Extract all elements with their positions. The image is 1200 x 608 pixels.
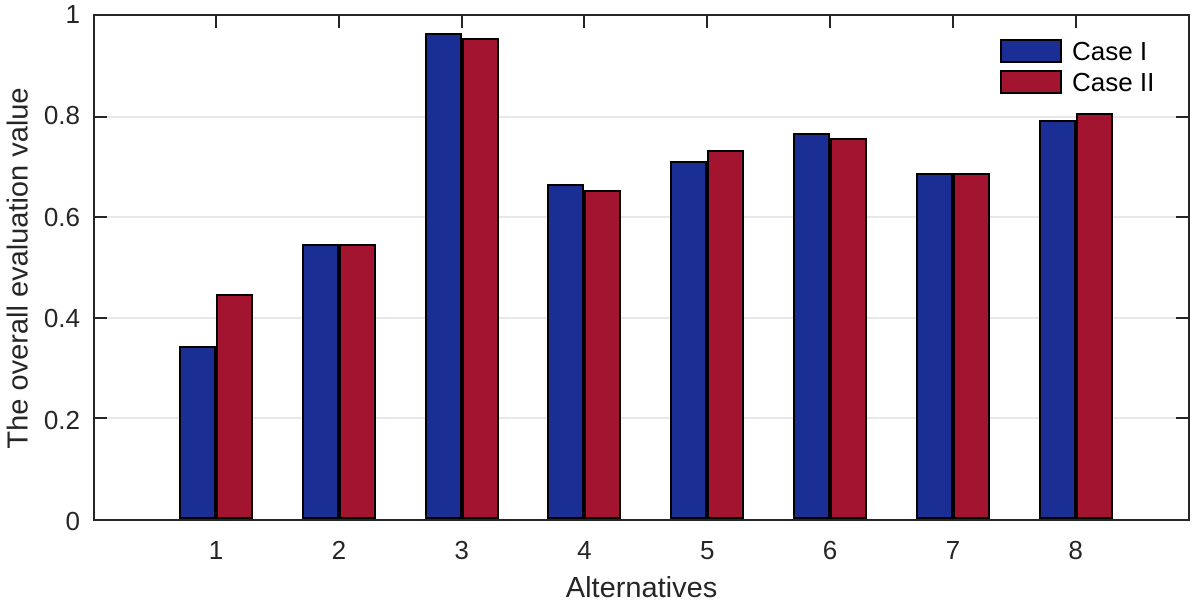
x-tick-top-8 bbox=[1074, 16, 1077, 28]
bar-case-ii-alt5 bbox=[707, 150, 745, 519]
y-tick-label-1: 1 bbox=[65, 0, 80, 29]
y-tick-left-0.2 bbox=[95, 417, 107, 420]
x-tick-top-5 bbox=[706, 16, 709, 28]
y-tick-left-0.4 bbox=[95, 316, 107, 319]
x-tick-top-4 bbox=[583, 16, 586, 28]
y-tick-label-0.4: 0.4 bbox=[43, 303, 80, 334]
x-tick-label-4: 4 bbox=[577, 535, 592, 565]
gridline-y-0.6 bbox=[95, 216, 1188, 219]
bar-case-ii-alt1 bbox=[216, 294, 253, 519]
y-tick-label-0: 0 bbox=[65, 506, 80, 536]
x-tick-top-3 bbox=[460, 16, 463, 28]
gridline-y-0.4 bbox=[95, 316, 1188, 319]
bar-case-ii-alt6 bbox=[830, 138, 867, 519]
x-tick-label-8: 8 bbox=[1068, 535, 1083, 565]
y-tick-label-0.8: 0.8 bbox=[43, 100, 80, 131]
legend-label-case-i: Case I bbox=[1072, 36, 1148, 66]
x-tick-label-5: 5 bbox=[699, 535, 715, 565]
x-tick-top-7 bbox=[951, 16, 954, 28]
y-tick-label-0.6: 0.6 bbox=[43, 201, 80, 232]
bar-case-i-alt7 bbox=[915, 173, 953, 519]
x-tick-top-1 bbox=[215, 16, 217, 28]
y-tick-label-0.2: 0.2 bbox=[43, 404, 80, 435]
bar-case-ii-alt3 bbox=[461, 38, 499, 519]
x-tick-top-6 bbox=[829, 16, 831, 28]
bar-case-i-alt5 bbox=[670, 161, 708, 519]
x-tick-label-6: 6 bbox=[822, 535, 838, 565]
x-tick-label-1: 1 bbox=[208, 535, 224, 565]
bar-case-ii-alt4 bbox=[584, 190, 622, 519]
gridline-y-0.8 bbox=[95, 115, 1188, 118]
x-tick-label-2: 2 bbox=[331, 535, 347, 565]
x-tick-label-7: 7 bbox=[945, 535, 961, 565]
bar-case-i-alt8 bbox=[1038, 120, 1076, 519]
x-tick-label-3: 3 bbox=[454, 535, 469, 565]
bar-case-i-alt2 bbox=[301, 244, 339, 519]
x-axis-title: Alternatives bbox=[565, 572, 718, 604]
plot-area bbox=[93, 14, 1190, 521]
gridline-y-0.2 bbox=[95, 417, 1188, 420]
bar-case-i-alt4 bbox=[547, 184, 585, 519]
bar-case-i-alt6 bbox=[793, 133, 830, 519]
legend-label-case-ii: Case II bbox=[1072, 67, 1155, 97]
bar-case-ii-alt2 bbox=[338, 244, 376, 519]
y-tick-right-0.6 bbox=[1176, 216, 1188, 219]
y-tick-right-0.8 bbox=[1176, 115, 1188, 118]
legend-swatch-case-i bbox=[1000, 39, 1062, 63]
bar-case-ii-alt8 bbox=[1075, 113, 1113, 519]
bar-case-ii-alt7 bbox=[952, 173, 990, 519]
bar-case-i-alt3 bbox=[424, 33, 462, 519]
y-axis-title: The overall evaluation value bbox=[2, 87, 35, 449]
bar-case-i-alt1 bbox=[179, 346, 216, 519]
y-tick-left-0.8 bbox=[95, 115, 107, 118]
legend-swatch-case-ii bbox=[1000, 70, 1062, 94]
y-tick-right-0.4 bbox=[1176, 316, 1188, 319]
y-tick-left-0.6 bbox=[95, 216, 107, 219]
x-tick-top-2 bbox=[337, 16, 340, 28]
y-tick-right-0.2 bbox=[1176, 417, 1188, 420]
